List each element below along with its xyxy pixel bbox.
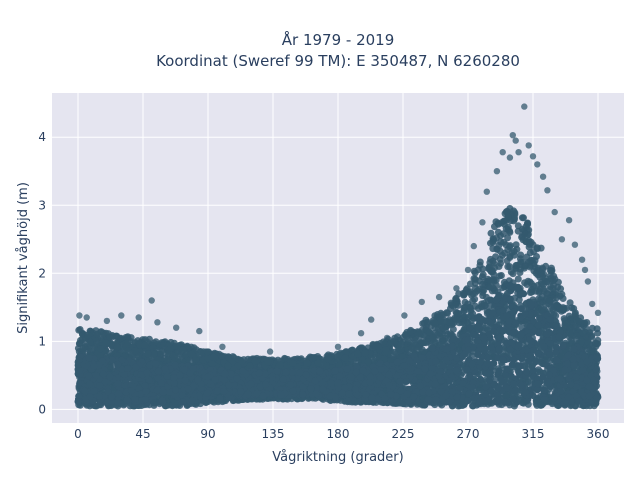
data-point xyxy=(225,354,232,361)
data-point xyxy=(416,330,423,337)
data-point xyxy=(537,299,544,306)
data-point xyxy=(477,259,484,266)
data-point xyxy=(114,344,121,351)
data-point xyxy=(572,309,579,316)
data-point xyxy=(409,345,416,352)
data-point xyxy=(476,277,483,284)
data-point xyxy=(549,306,556,313)
data-point xyxy=(210,354,217,361)
data-point xyxy=(498,272,505,279)
data-point xyxy=(564,319,571,326)
data-point xyxy=(534,245,541,252)
data-point xyxy=(486,284,493,291)
data-point xyxy=(252,358,259,365)
data-point xyxy=(479,286,486,293)
data-point xyxy=(468,312,475,319)
data-point xyxy=(85,332,92,339)
data-point xyxy=(87,339,94,346)
data-point xyxy=(552,288,559,295)
data-point xyxy=(354,351,361,358)
data-point xyxy=(522,262,529,269)
data-point xyxy=(567,299,574,306)
data-point xyxy=(303,360,310,367)
data-point xyxy=(461,307,468,314)
data-point xyxy=(455,302,462,309)
data-point xyxy=(432,320,439,327)
data-point xyxy=(507,253,514,260)
data-point xyxy=(583,319,590,326)
data-point xyxy=(588,334,595,341)
data-point xyxy=(419,346,426,353)
data-point xyxy=(117,335,124,342)
data-point xyxy=(459,402,466,409)
data-point xyxy=(439,335,446,342)
chart-title-line1: År 1979 - 2019 xyxy=(282,30,395,49)
data-point xyxy=(407,328,414,335)
data-point xyxy=(152,338,159,345)
data-point xyxy=(490,258,497,265)
data-point xyxy=(481,302,488,309)
data-point xyxy=(453,295,460,302)
data-point xyxy=(468,306,475,313)
data-point xyxy=(515,222,522,229)
data-point xyxy=(517,255,524,262)
data-point xyxy=(209,360,216,367)
data-point xyxy=(469,297,476,304)
data-point xyxy=(525,278,532,285)
data-point xyxy=(106,334,113,341)
data-point xyxy=(511,211,518,218)
data-point xyxy=(480,271,487,278)
data-point xyxy=(141,342,148,349)
data-point xyxy=(572,324,579,331)
data-point xyxy=(405,338,412,345)
data-point xyxy=(124,333,131,340)
data-point xyxy=(500,239,507,246)
data-point xyxy=(519,214,526,221)
data-point xyxy=(527,249,534,256)
data-point xyxy=(548,268,555,275)
data-point xyxy=(325,356,332,363)
data-point xyxy=(475,266,482,273)
data-point xyxy=(504,246,511,253)
data-point xyxy=(508,269,515,276)
data-point xyxy=(594,325,601,332)
data-point xyxy=(487,240,494,247)
data-point xyxy=(558,306,565,313)
data-point xyxy=(479,292,486,299)
data-point xyxy=(523,223,530,230)
data-point xyxy=(308,354,315,361)
data-point xyxy=(505,214,512,221)
data-point xyxy=(151,351,158,358)
data-point xyxy=(482,324,489,331)
data-point xyxy=(529,286,536,293)
data-point xyxy=(77,326,84,333)
data-point xyxy=(496,263,503,270)
chart-title-line2: Koordinat (Sweref 99 TM): E 350487, N 62… xyxy=(156,52,520,70)
data-point xyxy=(497,256,504,263)
data-point xyxy=(594,337,601,344)
data-point xyxy=(513,241,520,248)
